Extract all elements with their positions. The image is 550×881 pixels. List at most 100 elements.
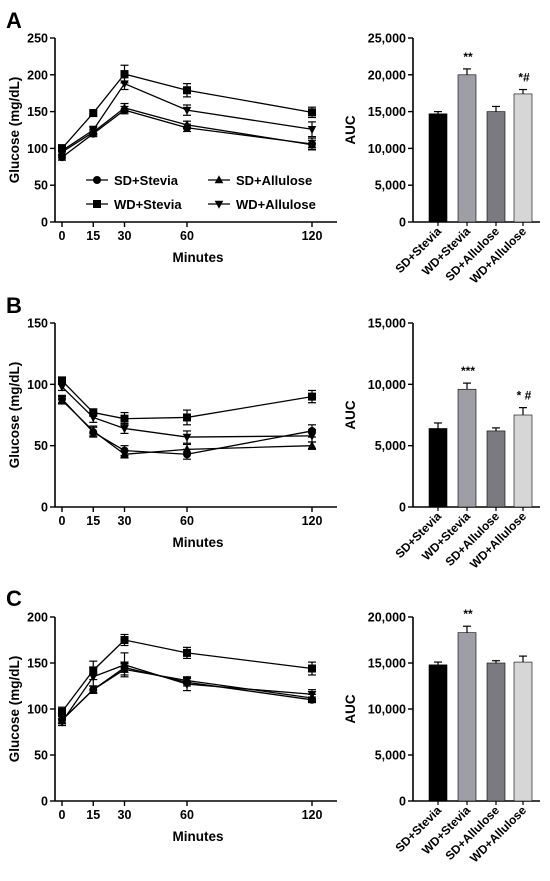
data-point bbox=[182, 433, 192, 442]
legend-marker bbox=[93, 176, 101, 184]
significance-label: *** bbox=[461, 364, 475, 378]
significance-label: ** bbox=[463, 607, 473, 621]
legend-label: SD+Allulose bbox=[236, 173, 312, 188]
bar bbox=[457, 632, 477, 802]
data-point bbox=[88, 673, 98, 682]
bar bbox=[513, 93, 533, 223]
x-tick-label: 30 bbox=[118, 808, 132, 822]
y-axis-label: Glucose (mg/dL) bbox=[7, 77, 22, 184]
y-tick-label: 150 bbox=[27, 657, 48, 671]
y-tick-label: 100 bbox=[27, 378, 48, 392]
legend-label: SD+Stevia bbox=[114, 173, 179, 188]
series-sd-allulose bbox=[57, 395, 317, 459]
bar bbox=[428, 664, 448, 802]
data-point bbox=[183, 86, 191, 95]
y-tick-label: 150 bbox=[27, 317, 48, 331]
y-tick-label: 15,000 bbox=[368, 317, 406, 331]
y-tick-label: 20,000 bbox=[368, 68, 406, 82]
data-point bbox=[120, 80, 129, 89]
x-tick-label: 120 bbox=[302, 229, 323, 243]
x-tick-label: 30 bbox=[118, 229, 132, 243]
y-tick-label: 0 bbox=[399, 795, 406, 809]
series-wd-stevia bbox=[58, 376, 316, 426]
data-point bbox=[183, 413, 191, 422]
line-chart: 0 50 100 150 0 15 30 60 120 Minutes Glucose (mg/dL… bbox=[7, 317, 337, 550]
data-point bbox=[183, 648, 191, 657]
y-axis-label: Glucose (mg/dL) bbox=[7, 656, 22, 763]
data-point bbox=[88, 126, 98, 135]
x-tick-label: 0 bbox=[59, 808, 66, 822]
y-tick-label: 15,000 bbox=[368, 105, 406, 119]
bar-chart: 05,00010,00015,00020,000AUCSD+Stevia**WD… bbox=[343, 607, 540, 865]
bar bbox=[428, 113, 448, 223]
data-point bbox=[307, 139, 317, 149]
data-point bbox=[182, 680, 192, 689]
x-tick-label: 60 bbox=[180, 808, 194, 822]
data-point bbox=[308, 108, 316, 117]
data-point bbox=[182, 120, 192, 129]
panel-letter: B bbox=[6, 293, 22, 318]
bar bbox=[486, 662, 506, 802]
x-tick-label: 60 bbox=[180, 229, 194, 243]
x-tick-label: 120 bbox=[302, 514, 323, 528]
y-tick-label: 0 bbox=[41, 501, 48, 515]
y-tick-label: 10,000 bbox=[368, 142, 406, 156]
data-point bbox=[58, 707, 66, 716]
significance-label: *# bbox=[518, 71, 530, 85]
y-tick-label: 10,000 bbox=[368, 378, 406, 392]
y-tick-label: 50 bbox=[34, 179, 48, 193]
y-tick-label: 100 bbox=[27, 142, 48, 156]
data-point bbox=[120, 414, 129, 423]
y-tick-label: 5,000 bbox=[375, 439, 406, 453]
bar bbox=[457, 74, 477, 223]
data-point bbox=[57, 395, 67, 404]
y-tick-label: 50 bbox=[34, 749, 48, 763]
bar bbox=[513, 661, 533, 802]
bar bbox=[486, 430, 506, 508]
x-tick-label: 30 bbox=[118, 514, 132, 528]
x-tick-label: 15 bbox=[86, 808, 100, 822]
y-axis-label: AUC bbox=[343, 115, 358, 144]
data-point bbox=[308, 664, 316, 673]
significance-label: * # bbox=[517, 389, 532, 403]
y-tick-label: 25,000 bbox=[368, 32, 406, 46]
y-tick-label: 50 bbox=[34, 439, 48, 453]
y-axis-label: Glucose (mg/dL) bbox=[7, 362, 22, 469]
line-chart: 0 50 100 150 200 0 15 30 60 120 Minutes Glucose (mg… bbox=[7, 611, 337, 844]
y-tick-label: 200 bbox=[27, 611, 48, 625]
y-axis-label: AUC bbox=[343, 694, 358, 723]
x-axis-label: Minutes bbox=[172, 829, 223, 844]
panel-letter: A bbox=[6, 8, 22, 33]
bar bbox=[457, 388, 477, 508]
data-point bbox=[88, 426, 98, 435]
y-tick-label: 5,000 bbox=[375, 179, 406, 193]
data-point bbox=[57, 147, 67, 156]
data-point bbox=[182, 444, 192, 453]
y-tick-label: 100 bbox=[27, 703, 48, 717]
x-tick-label: 15 bbox=[86, 514, 100, 528]
data-point bbox=[307, 440, 317, 449]
legend-marker bbox=[214, 200, 224, 209]
y-tick-label: 0 bbox=[399, 501, 406, 515]
bar-chart: 05,00010,00015,000AUCSD+Stevia***WD+Stev… bbox=[343, 317, 540, 571]
x-tick-label: 0 bbox=[59, 229, 66, 243]
x-axis-label: Minutes bbox=[172, 250, 223, 265]
legend-label: WD+Allulose bbox=[236, 197, 316, 212]
y-tick-label: 250 bbox=[27, 32, 48, 46]
y-axis-label: AUC bbox=[343, 400, 358, 429]
y-tick-label: 150 bbox=[27, 105, 48, 119]
x-tick-label: 120 bbox=[302, 808, 323, 822]
data-point bbox=[120, 103, 129, 112]
legend: SD+Stevia WD+Stevia SD+Allulose WD+Allulose bbox=[86, 173, 316, 212]
series-wd-allulose bbox=[57, 652, 317, 727]
legend-marker bbox=[93, 200, 101, 208]
panel-c: C 0 50 100 150 200 0 15 30 60 120 Minutes Glucose (m… bbox=[6, 586, 540, 865]
y-tick-label: 0 bbox=[41, 795, 48, 809]
series-wd-stevia bbox=[58, 633, 316, 717]
bar bbox=[513, 414, 533, 508]
x-tick-label: 60 bbox=[180, 514, 194, 528]
data-point bbox=[120, 449, 129, 458]
legend-marker bbox=[214, 175, 224, 184]
data-point bbox=[120, 636, 129, 644]
